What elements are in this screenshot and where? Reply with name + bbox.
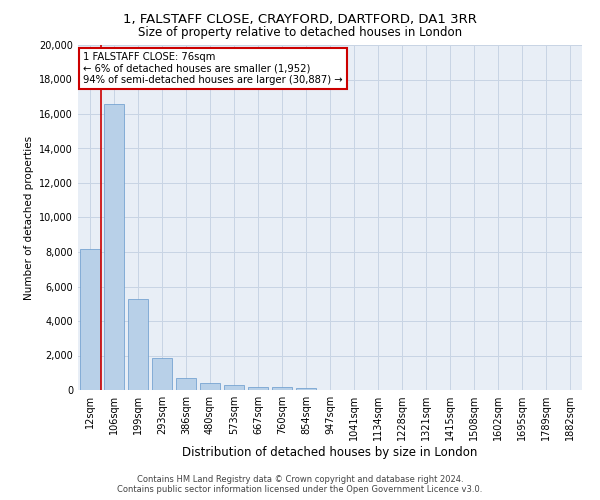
- Bar: [296, 388, 316, 390]
- Bar: [224, 385, 244, 390]
- Text: 1, FALSTAFF CLOSE, CRAYFORD, DARTFORD, DA1 3RR: 1, FALSTAFF CLOSE, CRAYFORD, DARTFORD, D…: [123, 12, 477, 26]
- Bar: [152, 358, 172, 390]
- Bar: [104, 104, 124, 390]
- Bar: [176, 378, 196, 390]
- Bar: [128, 298, 148, 390]
- Bar: [200, 384, 220, 390]
- Y-axis label: Number of detached properties: Number of detached properties: [24, 136, 34, 300]
- Text: Contains HM Land Registry data © Crown copyright and database right 2024.
Contai: Contains HM Land Registry data © Crown c…: [118, 474, 482, 494]
- Text: Size of property relative to detached houses in London: Size of property relative to detached ho…: [138, 26, 462, 39]
- Bar: [80, 248, 100, 390]
- Bar: [248, 386, 268, 390]
- Bar: [272, 388, 292, 390]
- X-axis label: Distribution of detached houses by size in London: Distribution of detached houses by size …: [182, 446, 478, 459]
- Text: 1 FALSTAFF CLOSE: 76sqm
← 6% of detached houses are smaller (1,952)
94% of semi-: 1 FALSTAFF CLOSE: 76sqm ← 6% of detached…: [83, 52, 343, 85]
